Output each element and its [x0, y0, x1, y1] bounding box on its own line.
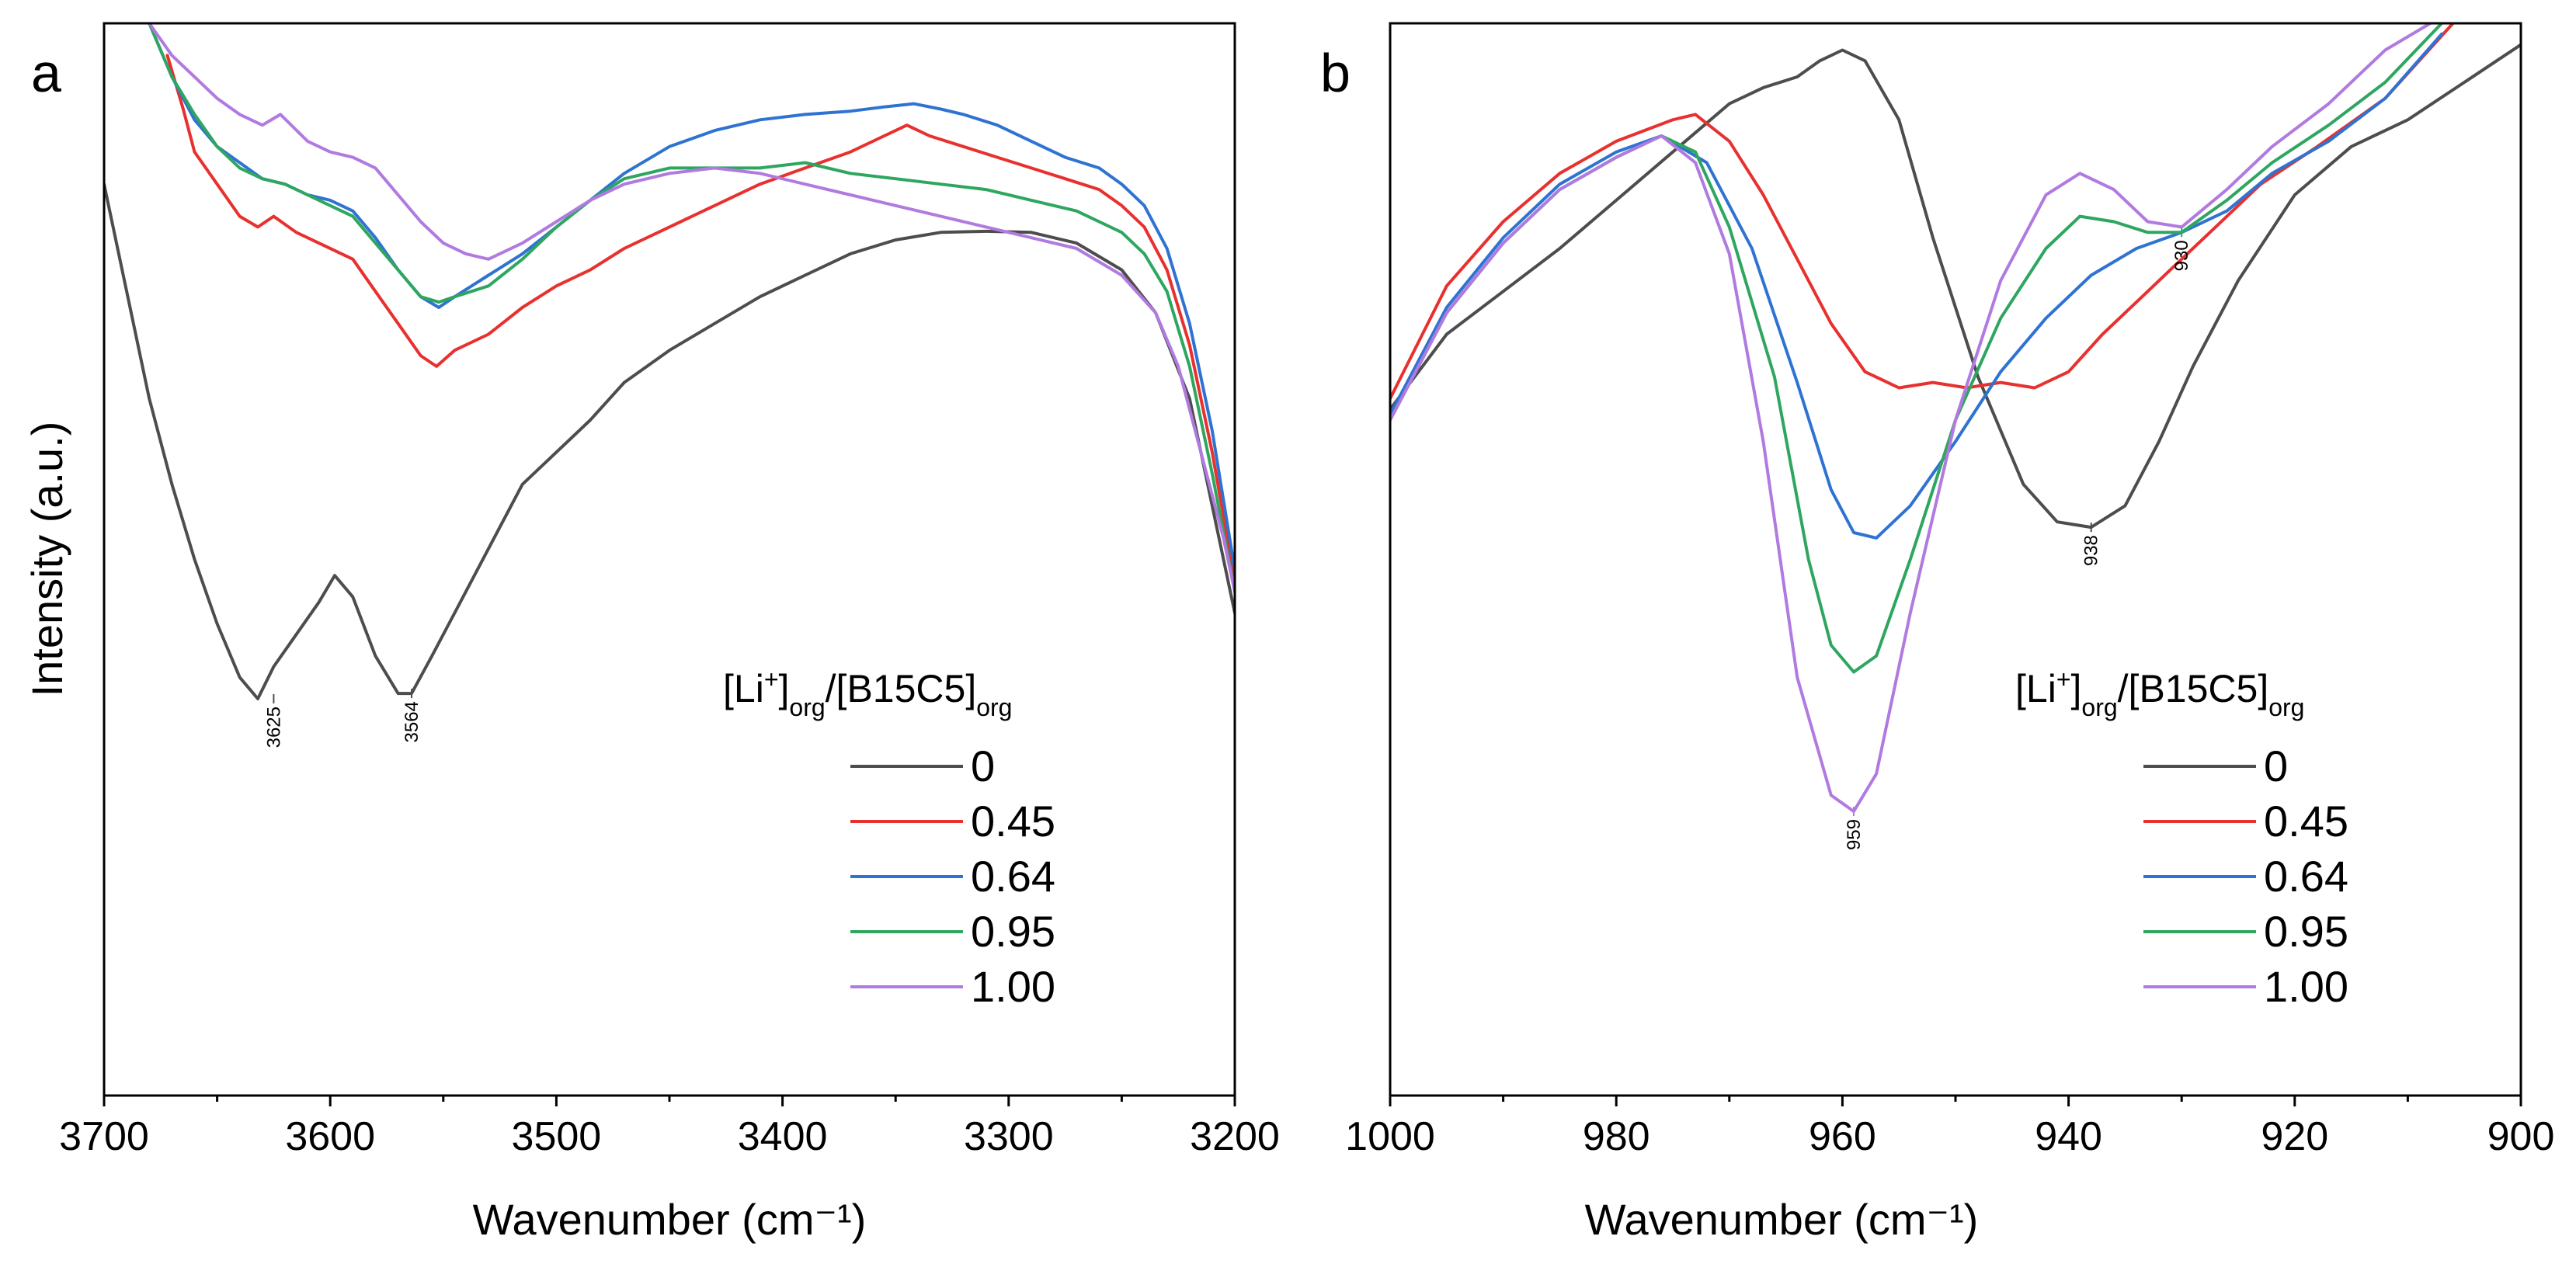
x-tick-label: 960: [1809, 1114, 1876, 1159]
legend-b: [Li+]org/[B15C5]org 0 0.45 0.64 0.95 1.00: [2015, 665, 2348, 1011]
x-tick-label: 3700: [59, 1114, 149, 1159]
x-tick-label: 940: [2035, 1114, 2102, 1159]
series-line-0_45: [1390, 23, 2455, 401]
panel-letter-a: a: [31, 43, 61, 103]
x-tick-label: 920: [2261, 1114, 2328, 1159]
legend-label-0_64: 0.64: [2264, 852, 2348, 901]
legend-label-0_95: 0.95: [2264, 907, 2348, 956]
peak-label-959: 959: [1844, 819, 1865, 850]
x-tick-label: 3500: [512, 1114, 602, 1159]
legend-title-a: [Li+]org/[B15C5]org: [723, 665, 1012, 721]
x-tick-label: 3300: [964, 1114, 1054, 1159]
series-line-1_00: [1390, 23, 2432, 813]
x-tick-label: 1000: [1345, 1114, 1435, 1159]
x-tick-label: 900: [2487, 1114, 2555, 1159]
y-axis-label: Intensity (a.u.): [23, 422, 71, 697]
panel-a: a Intensity (a.u.) Wavenumber (cm⁻¹) 370…: [23, 22, 1280, 1244]
peak-label-3564: 3564: [402, 701, 422, 742]
peak-label-938: 938: [2081, 535, 2102, 566]
series-line-0: [1390, 43, 2521, 530]
panel-b: b Wavenumber (cm⁻¹) 1000 980 960 940 920 900 9…: [1320, 22, 2555, 1244]
x-axis-label-b: Wavenumber (cm⁻¹): [1585, 1195, 1979, 1244]
legend-label-0_45: 0.45: [971, 797, 1055, 846]
legend-a: [Li+]org/[B15C5]org 0 0.45 0.64 0.95 1.00: [723, 665, 1055, 1011]
panel-letter-b: b: [1320, 43, 1351, 103]
legend-label-1_00: 1.00: [971, 962, 1055, 1011]
series-line-0_45: [165, 54, 1235, 583]
legend-label-0: 0: [971, 741, 995, 790]
legend-title-b: [Li+]org/[B15C5]org: [2015, 665, 2304, 721]
x-tick-label: 3400: [738, 1114, 828, 1159]
legend-label-0: 0: [2264, 741, 2288, 790]
legend-label-0_95: 0.95: [971, 907, 1055, 956]
series-line-1_00: [148, 23, 1235, 593]
series-line-0_64: [148, 23, 1235, 572]
series-line-0_64: [1390, 32, 2444, 540]
plot-frame: [103, 22, 1236, 1097]
legend-label-1_00: 1.00: [2264, 962, 2348, 1011]
series-line-0_95: [148, 23, 1235, 593]
series-line-0: [104, 182, 1235, 700]
legend-label-0_45: 0.45: [2264, 797, 2348, 846]
peak-label-3625: 3625: [263, 707, 284, 748]
x-tick-label: 3600: [285, 1114, 375, 1159]
x-axis-label-a: Wavenumber (cm⁻¹): [473, 1195, 867, 1244]
peak-label-930: 930: [2171, 240, 2192, 271]
x-tick-label: 3200: [1190, 1114, 1280, 1159]
series-line-0_95: [1390, 23, 2444, 674]
x-tick-label: 980: [1583, 1114, 1650, 1159]
legend-label-0_64: 0.64: [971, 852, 1055, 901]
